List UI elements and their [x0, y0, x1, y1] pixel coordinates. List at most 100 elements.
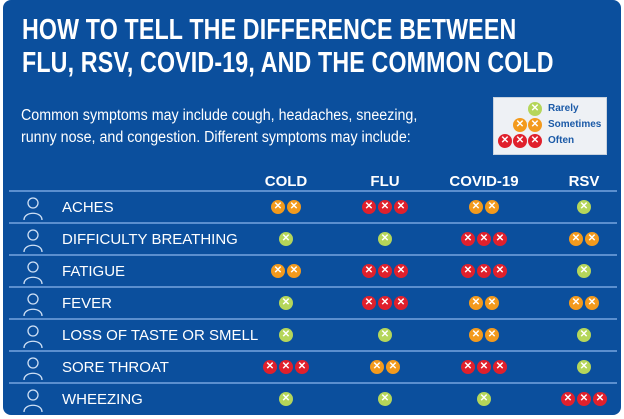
rarely-x-icon: ✕ — [577, 200, 591, 214]
table-row: FATIGUE ✕ ✕ ✕ ✕ ✕ ✕ ✕ ✕ ✕ — [9, 254, 617, 288]
legend-item-often: ✕ ✕ ✕ Often — [494, 134, 606, 150]
sometimes-x-icon: ✕ — [271, 264, 285, 278]
cell-covid-19-often: ✕ ✕ ✕ — [461, 232, 507, 246]
infographic-card: HOW TO TELL THE DIFFERENCE BETWEEN FLU, … — [3, 0, 621, 415]
cell-rsv-sometimes: ✕ ✕ — [569, 232, 599, 246]
often-x-icon: ✕ — [561, 392, 575, 406]
rarely-x-icon: ✕ — [378, 392, 392, 406]
cell-rsv-sometimes: ✕ ✕ — [569, 296, 599, 310]
legend: ✕ Rarely ✕ ✕ Sometimes ✕ ✕ ✕ Often — [493, 97, 607, 155]
rarely-x-icon: ✕ — [528, 102, 542, 116]
sometimes-x-icon: ✕ — [287, 200, 301, 214]
often-x-icon: ✕ — [498, 134, 512, 148]
cell-cold-rarely: ✕ — [279, 296, 293, 310]
often-x-icon: ✕ — [493, 360, 507, 374]
page-title: HOW TO TELL THE DIFFERENCE BETWEEN FLU, … — [22, 14, 554, 80]
often-x-icon: ✕ — [461, 264, 475, 278]
cell-covid-19-sometimes: ✕ ✕ — [469, 328, 499, 342]
sometimes-x-icon: ✕ — [271, 200, 285, 214]
column-header-flu: FLU — [370, 173, 400, 190]
sometimes-x-icon: ✕ — [485, 328, 499, 342]
legend-marks: ✕ ✕ — [513, 118, 542, 132]
table-row: DIFFICULTY BREATHING ✕ ✕ ✕ ✕ ✕ ✕ ✕ — [9, 222, 617, 256]
taste-smell-icon — [19, 323, 47, 349]
sometimes-x-icon: ✕ — [569, 296, 583, 310]
legend-item-sometimes: ✕ ✕ Sometimes — [494, 118, 606, 134]
sometimes-x-icon: ✕ — [370, 360, 384, 374]
cell-flu-often: ✕ ✕ ✕ — [362, 264, 408, 278]
breathing-icon — [19, 227, 47, 253]
often-x-icon: ✕ — [593, 392, 607, 406]
rarely-x-icon: ✕ — [279, 232, 293, 246]
often-x-icon: ✕ — [493, 264, 507, 278]
cell-flu-rarely: ✕ — [378, 328, 392, 342]
cell-cold-rarely: ✕ — [279, 328, 293, 342]
often-x-icon: ✕ — [295, 360, 309, 374]
often-x-icon: ✕ — [394, 200, 408, 214]
often-x-icon: ✕ — [378, 200, 392, 214]
legend-label: Often — [548, 135, 575, 146]
intro-text: Common symptoms may include cough, heada… — [21, 105, 444, 149]
legend-label: Rarely — [548, 103, 579, 114]
often-x-icon: ✕ — [577, 392, 591, 406]
sometimes-x-icon: ✕ — [485, 200, 499, 214]
rarely-x-icon: ✕ — [577, 360, 591, 374]
symptom-label: DIFFICULTY BREATHING — [62, 231, 238, 248]
aches-icon — [19, 195, 47, 221]
often-x-icon: ✕ — [394, 264, 408, 278]
often-x-icon: ✕ — [279, 360, 293, 374]
sometimes-x-icon: ✕ — [585, 296, 599, 310]
table-row: LOSS OF TASTE OR SMELL ✕ ✕ ✕ ✕ ✕ — [9, 318, 617, 352]
legend-marks: ✕ ✕ ✕ — [498, 134, 542, 148]
rarely-x-icon: ✕ — [279, 296, 293, 310]
sometimes-x-icon: ✕ — [585, 232, 599, 246]
rarely-x-icon: ✕ — [279, 392, 293, 406]
column-header-rsv: RSV — [568, 173, 600, 190]
table-row: WHEEZING ✕ ✕ ✕ ✕ ✕ ✕ — [9, 382, 617, 415]
often-x-icon: ✕ — [528, 134, 542, 148]
sometimes-x-icon: ✕ — [386, 360, 400, 374]
cell-rsv-rarely: ✕ — [577, 200, 591, 214]
often-x-icon: ✕ — [362, 200, 376, 214]
legend-label: Sometimes — [548, 119, 602, 130]
legend-item-rarely: ✕ Rarely — [494, 102, 606, 118]
column-header-covid-19: COVID-19 — [449, 173, 519, 190]
cell-covid-19-often: ✕ ✕ ✕ — [461, 264, 507, 278]
intro-line-1: Common symptoms may include cough, heada… — [21, 107, 418, 124]
often-x-icon: ✕ — [378, 264, 392, 278]
often-x-icon: ✕ — [477, 232, 491, 246]
sometimes-x-icon: ✕ — [569, 232, 583, 246]
cell-covid-19-rarely: ✕ — [477, 392, 491, 406]
cell-covid-19-sometimes: ✕ ✕ — [469, 296, 499, 310]
sometimes-x-icon: ✕ — [513, 118, 527, 132]
table-row: ACHES ✕ ✕ ✕ ✕ ✕ ✕ ✕ ✕ — [9, 190, 617, 224]
table-row: FEVER ✕ ✕ ✕ ✕ ✕ ✕ ✕ ✕ — [9, 286, 617, 320]
cell-cold-sometimes: ✕ ✕ — [271, 264, 301, 278]
often-x-icon: ✕ — [461, 360, 475, 374]
sometimes-x-icon: ✕ — [287, 264, 301, 278]
title-line-1: HOW TO TELL THE DIFFERENCE BETWEEN — [22, 14, 517, 46]
rarely-x-icon: ✕ — [378, 328, 392, 342]
symptom-label: WHEEZING — [62, 391, 143, 408]
cell-flu-often: ✕ ✕ ✕ — [362, 296, 408, 310]
rarely-x-icon: ✕ — [577, 328, 591, 342]
often-x-icon: ✕ — [493, 232, 507, 246]
cell-covid-19-sometimes: ✕ ✕ — [469, 200, 499, 214]
cell-cold-rarely: ✕ — [279, 392, 293, 406]
often-x-icon: ✕ — [461, 232, 475, 246]
cell-flu-rarely: ✕ — [378, 232, 392, 246]
sometimes-x-icon: ✕ — [528, 118, 542, 132]
rarely-x-icon: ✕ — [279, 328, 293, 342]
often-x-icon: ✕ — [362, 296, 376, 310]
column-header-cold: COLD — [264, 173, 308, 190]
cell-rsv-rarely: ✕ — [577, 328, 591, 342]
cell-rsv-rarely: ✕ — [577, 360, 591, 374]
cell-covid-19-often: ✕ ✕ ✕ — [461, 360, 507, 374]
cell-flu-sometimes: ✕ ✕ — [370, 360, 400, 374]
intro-line-2: runny nose, and congestion. Different sy… — [21, 129, 411, 146]
cell-cold-sometimes: ✕ ✕ — [271, 200, 301, 214]
often-x-icon: ✕ — [513, 134, 527, 148]
symptom-label: FEVER — [62, 295, 113, 312]
fatigue-icon — [19, 259, 47, 285]
cell-rsv-rarely: ✕ — [577, 264, 591, 278]
